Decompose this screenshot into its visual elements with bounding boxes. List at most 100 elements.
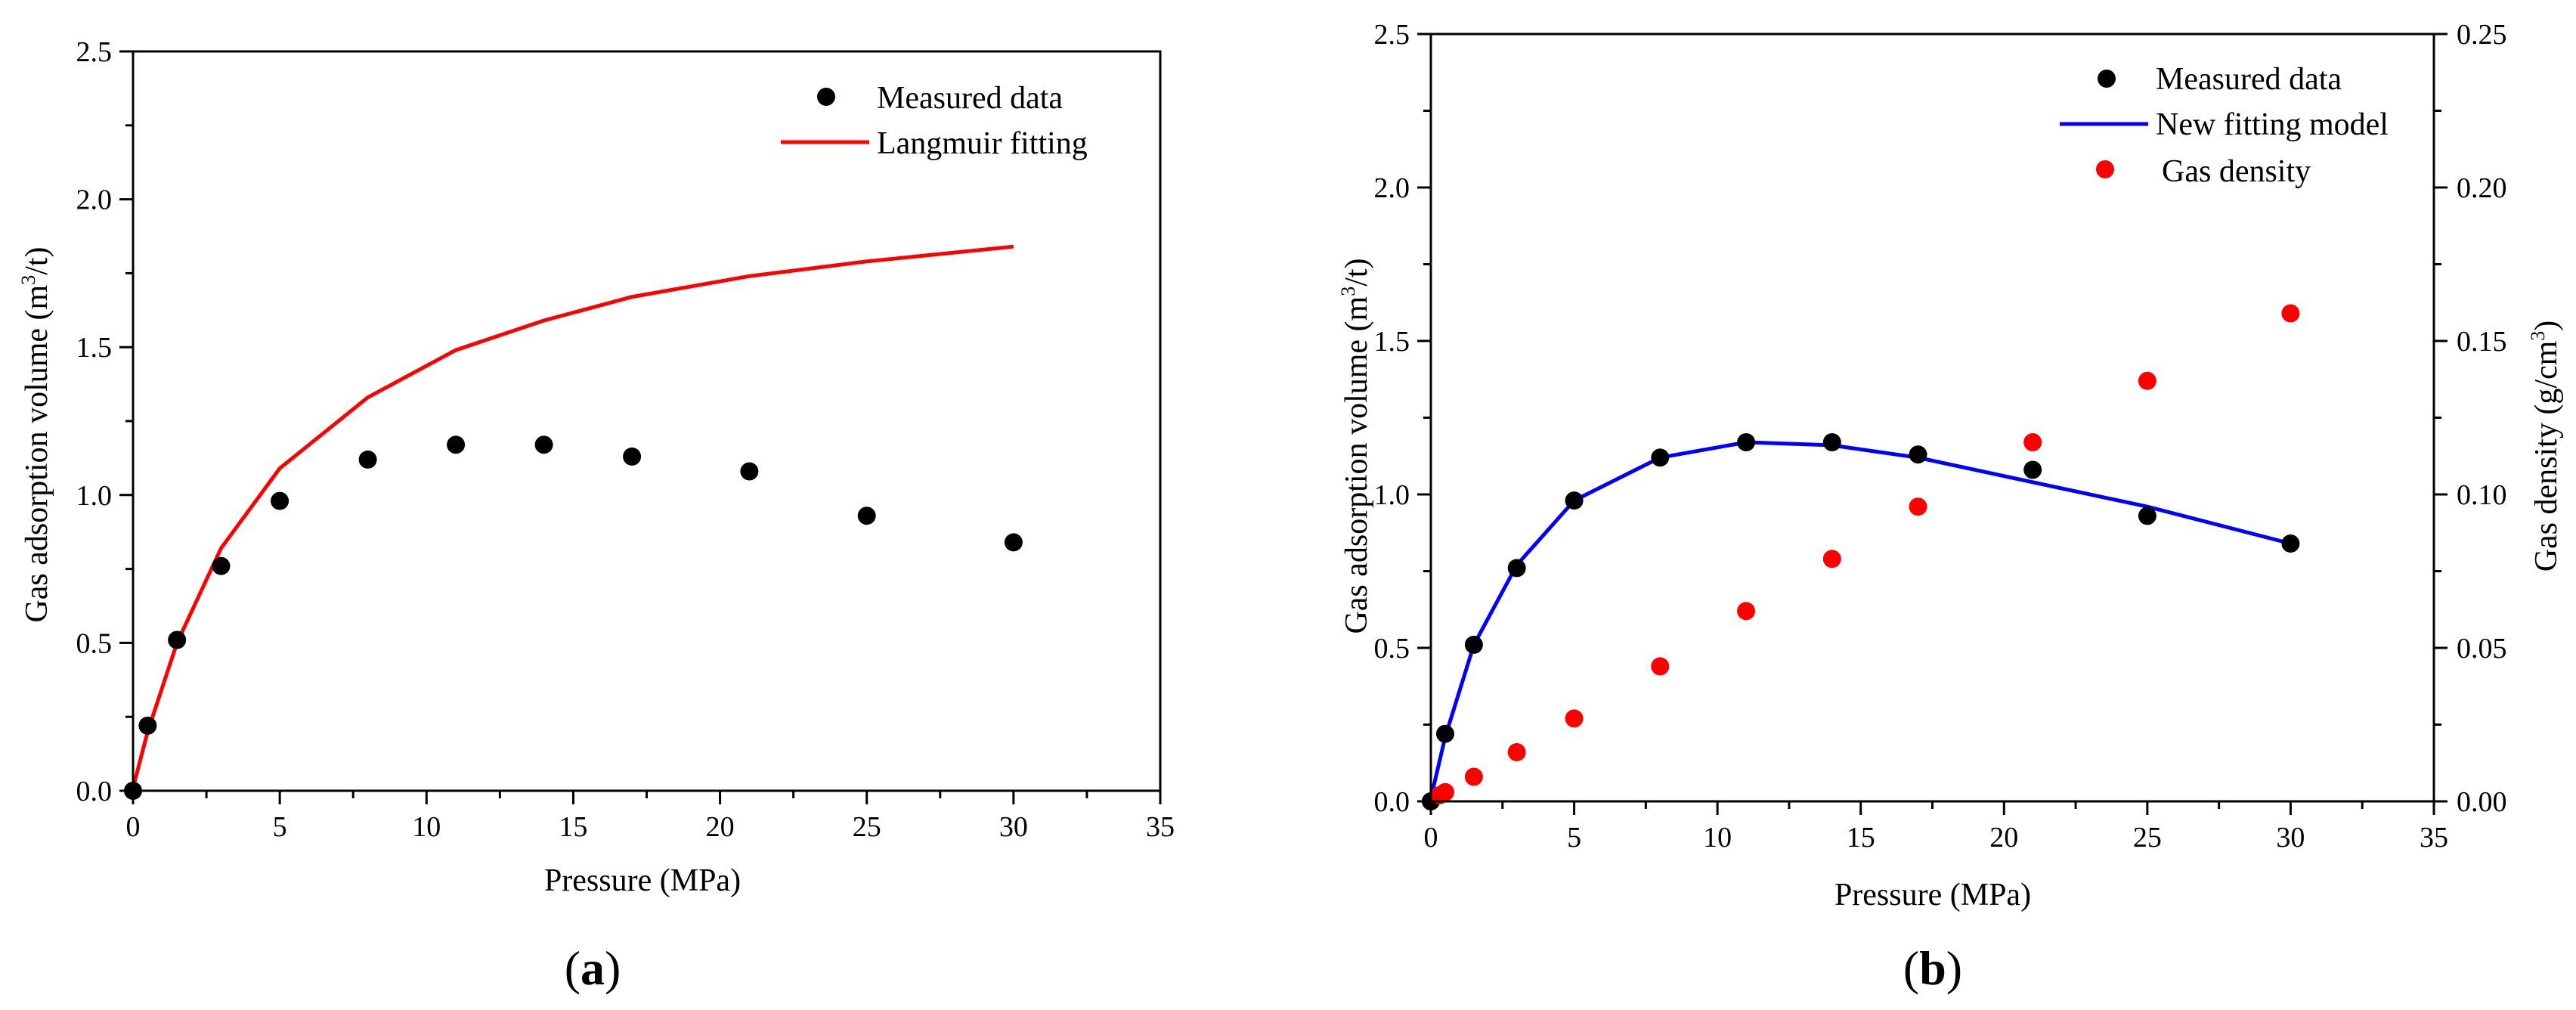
panel-b-point-measured-data	[1565, 491, 1584, 510]
panel-b-x-tick-label: 10	[1703, 822, 1732, 854]
panel-a-tick-labels: 0 5 10 15 20 25 30 35 0.0 0.5 1.0 1.5 2.0 2.5	[76, 36, 1175, 843]
panel-a-point-measured-data	[212, 556, 231, 575]
legend-a-measured-label: Measured data	[877, 81, 1063, 116]
panel-b-point-measured-data	[1651, 448, 1670, 467]
panel-b-y-tick-label: 1.0	[1374, 479, 1410, 511]
legend-a-measured-marker	[817, 88, 835, 106]
panel-a-x-tick-label: 10	[412, 811, 441, 843]
panel-a-y-tick-label: 0.5	[76, 627, 113, 659]
panel-a-x-tick-label: 15	[559, 811, 587, 843]
panel-b-y-tick-label: 2.5	[1374, 19, 1410, 51]
panel-a-ticks	[119, 50, 1162, 804]
panel-a-y-tick-label: 1.0	[76, 480, 113, 512]
panel-b-y2-axis-title-superscript: 3	[2527, 331, 2549, 341]
panel-b-chart: 0 5 10 15 20 25 30 35 0.0 0.5 1.0 1.5 2.0 2.5 0.00 0.05…	[1337, 19, 2564, 995]
panel-a-y-axis-title-superscript: 3	[17, 275, 39, 285]
panel-b-series-line-new-fitting-model	[1429, 440, 2292, 799]
legend-a-langmuir-label: Langmuir fitting	[877, 126, 1088, 161]
panel-a-point-measured-data	[534, 435, 553, 454]
panel-b-point-measured-data	[1737, 433, 1756, 451]
panel-b-y2-axis-title-unit: )	[2529, 321, 2564, 331]
panel-b-y-axis-title-superscript: 3	[1337, 287, 1359, 296]
panel-b-point-measured-data	[1507, 559, 1526, 578]
panel-b-tick-labels: 0 5 10 15 20 25 30 35 0.0 0.5 1.0 1.5 2.0 2.5 0.00 0.05…	[1374, 19, 2507, 854]
panel-b-x-tick-label: 25	[2133, 822, 2162, 854]
panel-b-point-gas-density	[1507, 743, 1526, 761]
panel-b-y2-tick-label: 0.10	[2457, 479, 2507, 511]
panel-b-y2-tick-label: 0.25	[2457, 19, 2507, 51]
panel-b-x-tick-label: 0	[1424, 822, 1438, 854]
panel-a-point-measured-data	[740, 462, 759, 481]
panel-b-y-axis-title-main: Gas adsorption volume (m	[1339, 296, 1374, 634]
panel-b-y-tick-label: 2.0	[1374, 172, 1410, 204]
panel-a-x-tick-label: 5	[273, 811, 287, 843]
panel-b-x-tick-label: 35	[2420, 822, 2448, 854]
panel-a-y-tick-label: 2.5	[76, 36, 113, 68]
legend-b-new-model-label: New fitting model	[2156, 107, 2389, 142]
panel-b-point-measured-data	[2281, 534, 2300, 553]
panel-a-y-axis-title: Gas adsorption volume (m3/t)	[17, 246, 54, 622]
panel-a-label-close: )	[605, 941, 621, 995]
panel-b-x-tick-label: 20	[1989, 822, 2018, 854]
panel-b-point-gas-density	[1464, 767, 1483, 786]
panel-b-y-axis-title: Gas adsorption volume (m3/t)	[1337, 258, 1374, 634]
panel-b-point-gas-density	[1909, 497, 1927, 516]
panel-a-y-axis-title-unit: /t)	[20, 246, 54, 274]
panel-b-y-tick-label: 0.0	[1374, 786, 1410, 818]
legend-b-measured-marker	[2098, 70, 2116, 88]
panel-a-point-measured-data	[358, 450, 377, 469]
panel-b-y-axis-title-unit: /t)	[1339, 258, 1374, 286]
panel-a-x-tick-label: 35	[1146, 811, 1175, 843]
panel-b-point-measured-data	[1909, 445, 1927, 464]
panel-b-y2-tick-label: 0.15	[2457, 326, 2507, 358]
panel-b-point-gas-density	[1651, 657, 1670, 676]
panel-b-point-measured-data	[2023, 460, 2042, 479]
panel-a-x-tick-label: 20	[706, 811, 735, 843]
panel-a-series	[124, 244, 1023, 800]
panel-b-point-gas-density	[1565, 709, 1584, 728]
panel-b-label-open: (	[1903, 941, 1919, 995]
panel-a-y-tick-label: 0.0	[76, 776, 113, 807]
panel-a-chart: 0 5 10 15 20 25 30 35 0.0 0.5 1.0 1.5 2.0 2.5 Pressur…	[17, 36, 1175, 995]
panel-b-y-tick-label: 1.5	[1374, 326, 1410, 358]
panel-b-y2-axis-title: Gas density (g/cm3)	[2527, 321, 2564, 572]
panel-b-point-measured-data	[1436, 724, 1454, 743]
panel-a-legend: Measured data Langmuir fitting	[781, 81, 1088, 161]
panel-b-point-gas-density	[2138, 371, 2156, 390]
panel-a-point-measured-data	[623, 447, 642, 466]
panel-b-point-gas-density	[1822, 550, 1841, 569]
panel-a-x-tick-label: 30	[999, 811, 1028, 843]
legend-b-gas-density-label: Gas density	[2162, 154, 2311, 189]
panel-a-x-axis-title: Pressure (MPa)	[544, 863, 741, 898]
panel-b-label-letter: b	[1919, 941, 1946, 995]
panel-b-ticks	[1417, 33, 2448, 815]
panel-b-point-gas-density	[1436, 782, 1454, 801]
panel-a-point-measured-data	[1004, 533, 1023, 552]
panel-b-y-tick-label: 0.5	[1374, 633, 1410, 665]
panel-a-label-letter: a	[581, 941, 605, 995]
panel-a-point-measured-data	[138, 716, 157, 735]
panel-b-legend: Measured data New fitting model Gas dens…	[2060, 62, 2389, 189]
panel-b-point-measured-data	[1464, 635, 1483, 654]
panel-b-point-measured-data	[1822, 433, 1841, 451]
panel-a-label-open: (	[565, 941, 581, 995]
panel-b-x-axis-title: Pressure (MPa)	[1834, 878, 2031, 912]
panel-b-point-gas-density	[1737, 602, 1756, 621]
panel-b-plot-frame	[1429, 33, 2435, 803]
panel-b-y2-tick-label: 0.00	[2457, 786, 2507, 818]
panel-a-series-line-langmuir-fitting	[131, 244, 1014, 788]
panel-a-y-tick-label: 2.0	[76, 184, 113, 216]
panel-b-series	[1422, 304, 2300, 810]
panel-a-point-measured-data	[857, 507, 876, 525]
panel-a-x-tick-label: 0	[126, 811, 141, 843]
panel-a-point-measured-data	[271, 491, 289, 510]
panel-a-point-measured-data	[447, 435, 466, 454]
panel-b-point-gas-density	[2023, 433, 2042, 451]
panel-b-point-gas-density	[2281, 304, 2300, 323]
panel-b-y2-tick-label: 0.20	[2457, 172, 2507, 204]
panel-a-y-axis-title-main: Gas adsorption volume (m	[20, 284, 54, 622]
panel-a-y-tick-label: 1.5	[76, 332, 113, 364]
panel-a-plot-frame	[132, 50, 1162, 792]
panel-b-point-measured-data	[2138, 507, 2156, 525]
